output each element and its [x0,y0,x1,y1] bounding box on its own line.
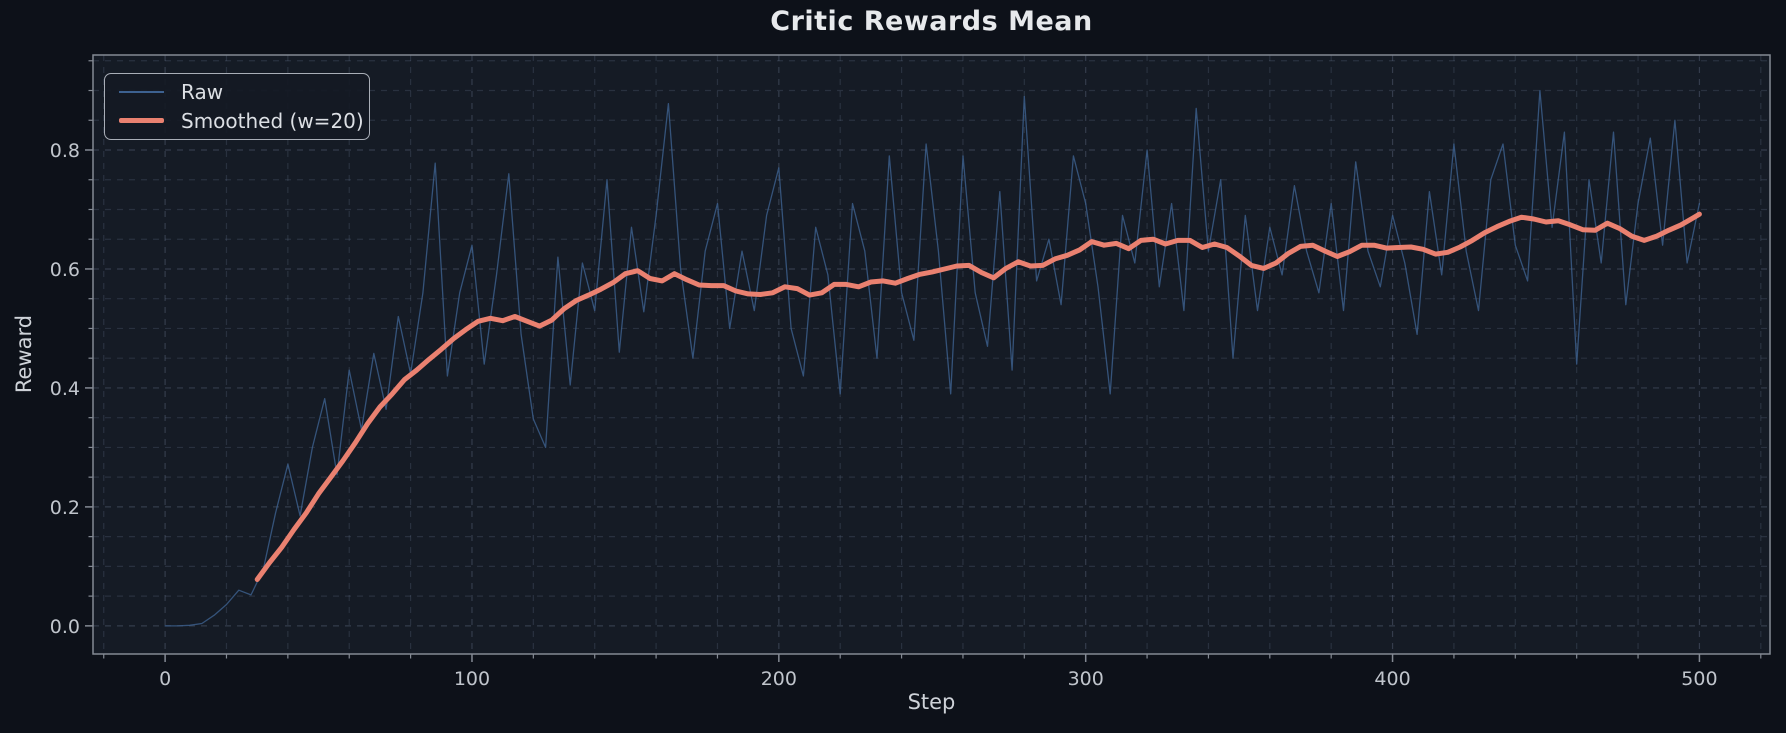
x-axis-label: Step [907,690,956,714]
x-tick-label: 400 [1374,668,1410,690]
y-axis-label: Reward [12,314,36,394]
legend-label-smoothed: Smoothed (w=20) [181,108,364,133]
raw-line-swatch [119,91,164,94]
smoothed-series-line [254,211,1702,582]
axes-spines [92,54,1771,655]
x-tick-label: 500 [1681,668,1717,690]
y-tick-label: 0.2 [50,497,80,519]
smoothed-line-swatch [119,118,164,124]
legend-label-raw: Raw [181,80,224,105]
x-tick-label: 300 [1068,668,1104,690]
chart-title: Critic Rewards Mean [770,6,1093,37]
grid [93,55,1770,654]
ticks: 0 100 200 300 400 500 0.0 0.2 0.4 0.6 0.8 [50,60,1762,690]
axes-background [93,55,1770,654]
y-tick-label: 0.8 [50,140,80,162]
x-tick-label: 200 [761,668,797,690]
legend: Raw Smoothed (w=20) [104,73,370,140]
series-group [164,89,1702,627]
legend-item-smoothed: Smoothed (w=20) [119,109,369,133]
x-tick-label: 0 [159,668,171,690]
y-tick-label: 0.0 [50,616,80,638]
y-tick-label: 0.6 [50,259,80,281]
y-tick-label: 0.4 [50,378,80,400]
legend-item-raw: Raw [119,80,369,104]
x-tick-label: 100 [454,668,490,690]
